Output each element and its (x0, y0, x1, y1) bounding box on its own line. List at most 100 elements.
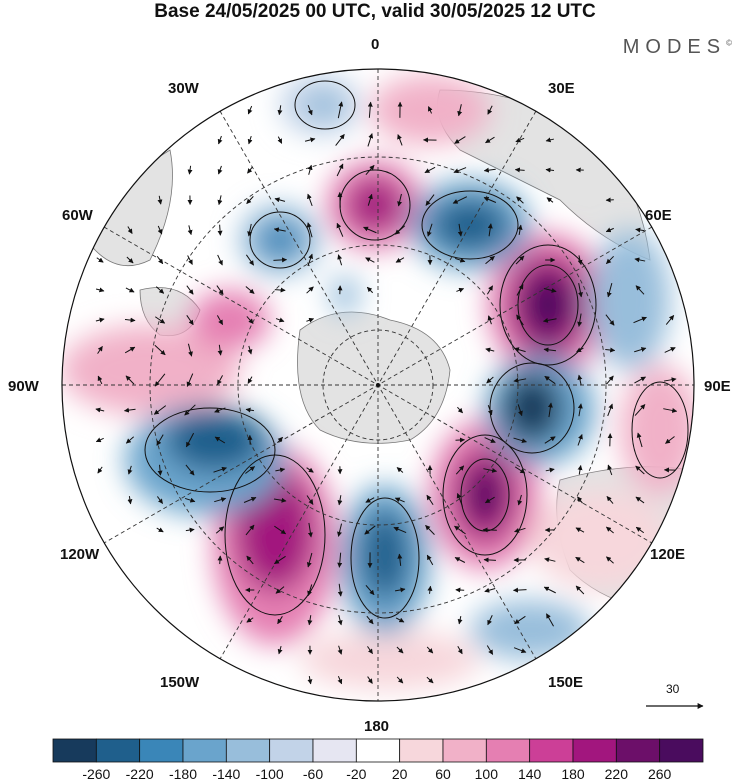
wind-vector (635, 526, 645, 534)
wind-vector (217, 195, 223, 206)
wind-vector (96, 257, 104, 263)
wind-vector (95, 437, 104, 443)
wind-vector (156, 255, 164, 265)
wind-vector (216, 315, 224, 326)
wind-vector (607, 464, 613, 476)
wind-vector (576, 347, 584, 353)
wind-vector (337, 583, 343, 597)
colorbar-tick-label: -180 (168, 766, 198, 782)
wind-vector (247, 105, 253, 115)
lon-label-150w: 150W (160, 674, 200, 691)
wind-vector (545, 167, 555, 173)
wind-vector (307, 522, 313, 538)
wind-vector (367, 133, 374, 147)
wind-vector (185, 432, 195, 448)
wind-vector (575, 527, 585, 533)
wind-vector (307, 675, 313, 685)
wind-vector (217, 555, 223, 565)
wind-vector (456, 493, 463, 507)
wind-vector (154, 316, 166, 324)
wind-vector (273, 257, 288, 263)
colorbar-swatch (182, 738, 227, 763)
brand-logo: MODES© (623, 36, 732, 59)
wind-vector (277, 136, 283, 144)
wind-vector (213, 466, 227, 473)
wind-vector (397, 134, 403, 146)
wind-vector (215, 526, 225, 534)
wind-vector (394, 587, 406, 593)
wind-vector (126, 256, 134, 264)
wind-vector (484, 496, 495, 504)
wind-vector (455, 437, 465, 443)
colorbar-swatch (529, 738, 574, 763)
wind-vector (337, 645, 343, 655)
wind-vector (277, 616, 283, 625)
wind-vector (97, 375, 103, 385)
wind-vector (543, 347, 557, 353)
wind-vector (577, 374, 583, 385)
wind-vector (277, 436, 283, 444)
wind-vector (396, 646, 404, 654)
colorbar-swatch (312, 738, 357, 763)
lon-label-90w: 90W (8, 378, 39, 395)
wind-vector (542, 317, 557, 323)
wind-vector (273, 497, 287, 503)
wind-vector (543, 586, 556, 594)
wind-vector (454, 136, 466, 144)
lon-label-30e: 30E (548, 80, 575, 97)
wind-vector (364, 525, 376, 535)
lon-label-150e: 150E (548, 674, 584, 691)
wind-vector (217, 165, 223, 175)
wind-vector (123, 407, 136, 413)
colorbar-swatch (659, 738, 704, 763)
wind-vector (514, 167, 525, 173)
wind-vector (186, 285, 194, 295)
wind-vector (246, 617, 254, 623)
wind-vector (184, 497, 196, 503)
wind-vector (635, 285, 645, 295)
wind-vector (393, 526, 407, 534)
wind-vector (97, 466, 103, 474)
wind-vector (425, 525, 435, 535)
colorbar-tick-label: -260 (82, 766, 111, 782)
wind-vector (337, 101, 344, 119)
wind-vector (157, 464, 163, 476)
lon-label-90e: 90E (704, 378, 731, 395)
wind-vector (367, 676, 373, 684)
lon-label-0: 0 (371, 36, 380, 53)
wind-vector (394, 225, 406, 235)
wind-vector (156, 434, 164, 446)
wind-vector (187, 225, 193, 236)
wind-vector (306, 495, 314, 505)
wind-vector (277, 645, 283, 655)
wind-vector (486, 376, 494, 384)
colorbar-tick-label: -60 (302, 766, 324, 782)
colorbar-swatch (355, 738, 401, 763)
wind-vector (636, 432, 643, 448)
wind-vector (217, 224, 223, 236)
wind-vector (634, 404, 646, 416)
lon-label-120e: 120E (650, 546, 686, 563)
wind-vector (543, 287, 557, 293)
wind-vector (337, 254, 343, 266)
wind-vector (606, 375, 614, 385)
colorbar-swatch (572, 738, 617, 763)
wind-vector (306, 552, 313, 568)
wind-vector (366, 615, 374, 625)
wind-vector (337, 614, 343, 626)
wind-vector (125, 375, 135, 385)
wind-vector (633, 316, 647, 324)
wind-vector (577, 496, 583, 504)
wind-vector (157, 225, 163, 235)
wind-vector (274, 525, 287, 535)
lon-label-30w: 30W (168, 80, 199, 97)
lon-label-60w: 60W (62, 207, 93, 224)
colorbar-swatch (442, 738, 487, 763)
colorbar-swatch (52, 738, 97, 763)
wind-vector (487, 615, 493, 626)
wind-vector (454, 557, 466, 563)
colorbar-tick-label: 60 (435, 766, 451, 782)
wind-vector (245, 254, 255, 266)
wind-vector (635, 227, 645, 233)
wind-vector (275, 586, 285, 594)
